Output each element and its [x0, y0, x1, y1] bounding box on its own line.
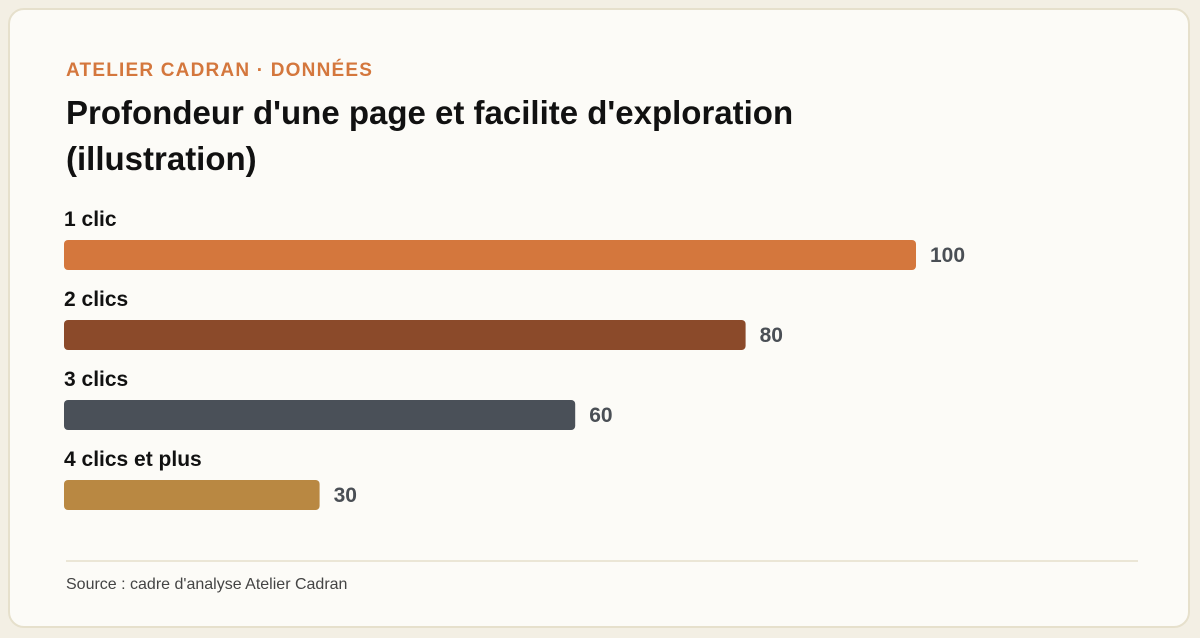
bar-value-label: 30 [334, 484, 357, 507]
bar-category-label: 2 clics [64, 288, 128, 311]
bar-category-label: 1 clic [64, 208, 117, 231]
bar-value-label: 80 [760, 324, 783, 347]
bar [64, 240, 916, 270]
bar [64, 400, 576, 430]
footer-divider [66, 560, 1138, 562]
chart-card: ATELIER CADRAN · DONNÉES Profondeur d'un… [8, 8, 1190, 628]
bar-category-label: 3 clics [64, 368, 128, 391]
bar-value-label: 100 [930, 244, 965, 267]
bar [64, 320, 746, 350]
eyebrow-label: ATELIER CADRAN · DONNÉES [66, 60, 374, 81]
bar-category-label: 4 clics et plus [64, 448, 202, 471]
bar [64, 480, 320, 510]
chart-title: Profondeur d'une page et facilite d'expl… [66, 94, 794, 177]
source-note: Source : cadre d'analyse Atelier Cadran [66, 576, 348, 593]
bar-value-label: 60 [589, 404, 612, 427]
